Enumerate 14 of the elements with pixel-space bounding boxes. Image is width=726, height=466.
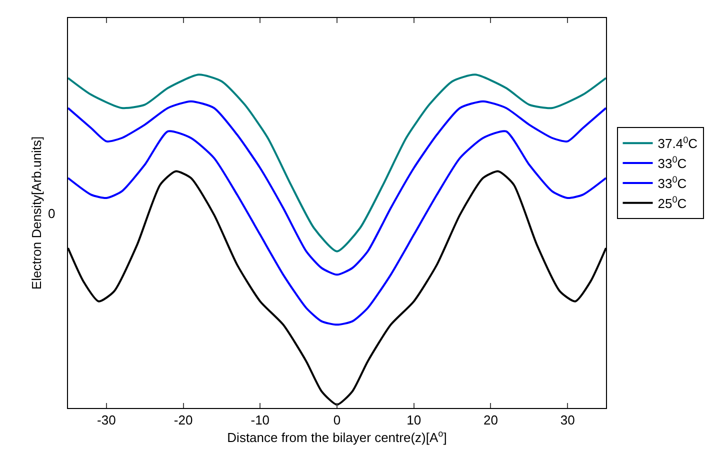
- legend-label: 33$^{0}$C: [658, 174, 687, 192]
- x-tick-label: -20: [174, 412, 193, 428]
- x-tick-label: 20: [483, 412, 498, 428]
- x-tick-label: -10: [250, 412, 270, 428]
- x-axis-title: Distance from the bilayer centre(z)[A$^{o}$]: [227, 428, 447, 446]
- x-tick-label: 30: [560, 412, 575, 428]
- y-axis-title: Electron Density[Arb.units]: [28, 136, 44, 290]
- legend-label: 33$^{0}$C: [658, 154, 687, 172]
- legend-label: 25$^{0}$C: [658, 194, 687, 211]
- x-tick-label: -30: [97, 412, 116, 428]
- x-tick-label: 0: [333, 412, 341, 428]
- x-tick-label: 10: [406, 412, 422, 428]
- legend-label: 37.4$^{0}$C: [658, 134, 698, 152]
- text: 0: [48, 206, 56, 221]
